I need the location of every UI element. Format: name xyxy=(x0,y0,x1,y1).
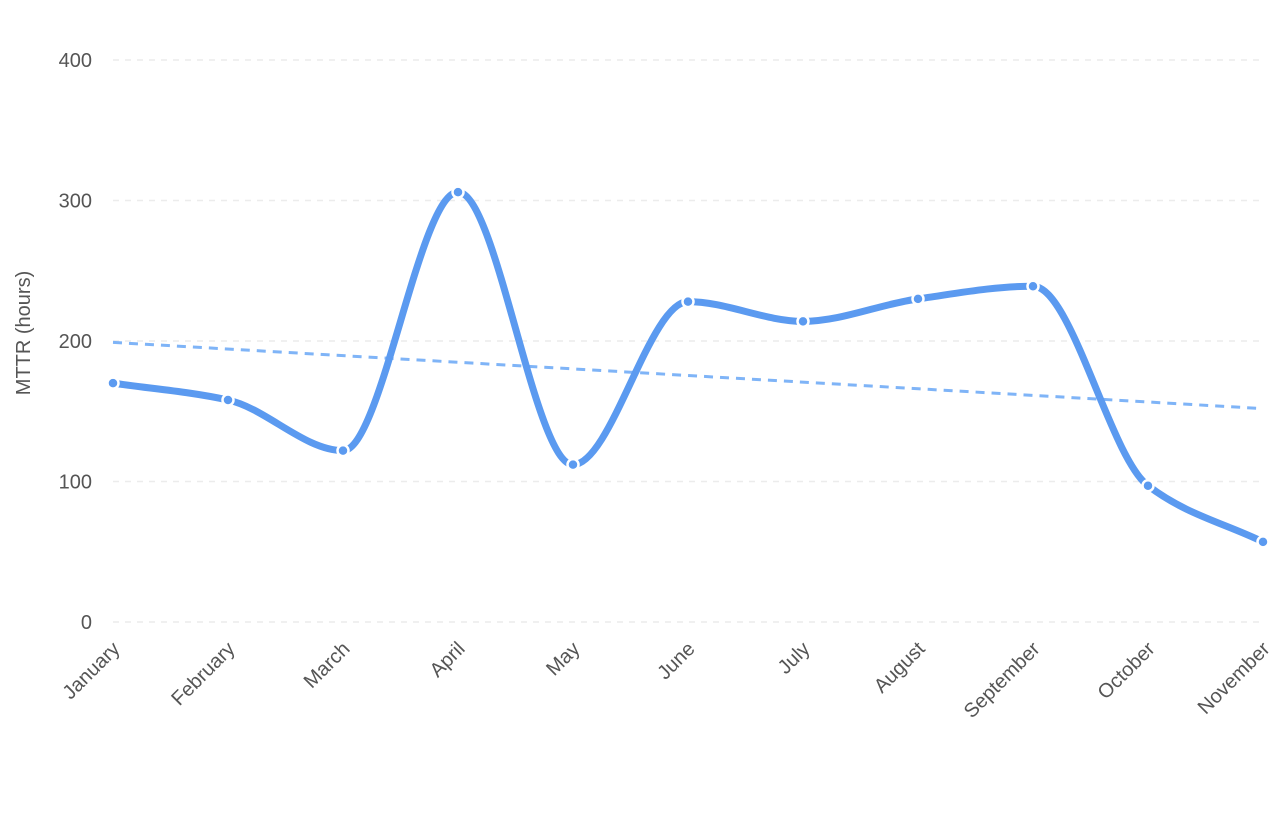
x-tick-label: April xyxy=(426,638,470,682)
y-tick-label: 400 xyxy=(59,50,92,72)
y-axis-ticks: 0 100 200 300 400 xyxy=(59,50,92,634)
x-tick-label: November xyxy=(1194,638,1275,719)
data-point xyxy=(681,294,695,309)
series-line xyxy=(109,188,1267,546)
data-point xyxy=(221,393,235,407)
x-tick-label: September xyxy=(960,638,1045,723)
x-tick-label: February xyxy=(167,638,239,710)
x-tick-label: January xyxy=(59,638,125,704)
data-point xyxy=(796,314,810,329)
y-tick-label: 0 xyxy=(81,612,92,634)
grid-lines xyxy=(113,59,1260,623)
series-lines xyxy=(109,188,1267,546)
data-point xyxy=(1026,279,1040,293)
data-point xyxy=(451,185,465,199)
data-point xyxy=(1141,478,1155,493)
x-tick-label: October xyxy=(1094,638,1160,704)
x-tick-label: May xyxy=(542,638,584,680)
x-tick-label: July xyxy=(774,638,815,679)
data-point xyxy=(911,292,925,306)
data-point xyxy=(566,457,580,472)
x-axis-ticks: January February March April May June July Augu… xyxy=(59,638,1275,723)
y-tick-label: 200 xyxy=(59,331,92,353)
data-points xyxy=(106,185,1270,549)
y-tick-label: 100 xyxy=(59,472,92,494)
data-point xyxy=(336,443,350,458)
x-tick-label: March xyxy=(300,638,355,693)
x-tick-label: June xyxy=(653,638,699,684)
y-tick-label: 300 xyxy=(59,191,92,213)
x-tick-label: August xyxy=(870,638,930,698)
y-axis-title: MTTR (hours) xyxy=(13,271,35,395)
data-point xyxy=(1256,535,1270,549)
data-point xyxy=(106,376,120,390)
